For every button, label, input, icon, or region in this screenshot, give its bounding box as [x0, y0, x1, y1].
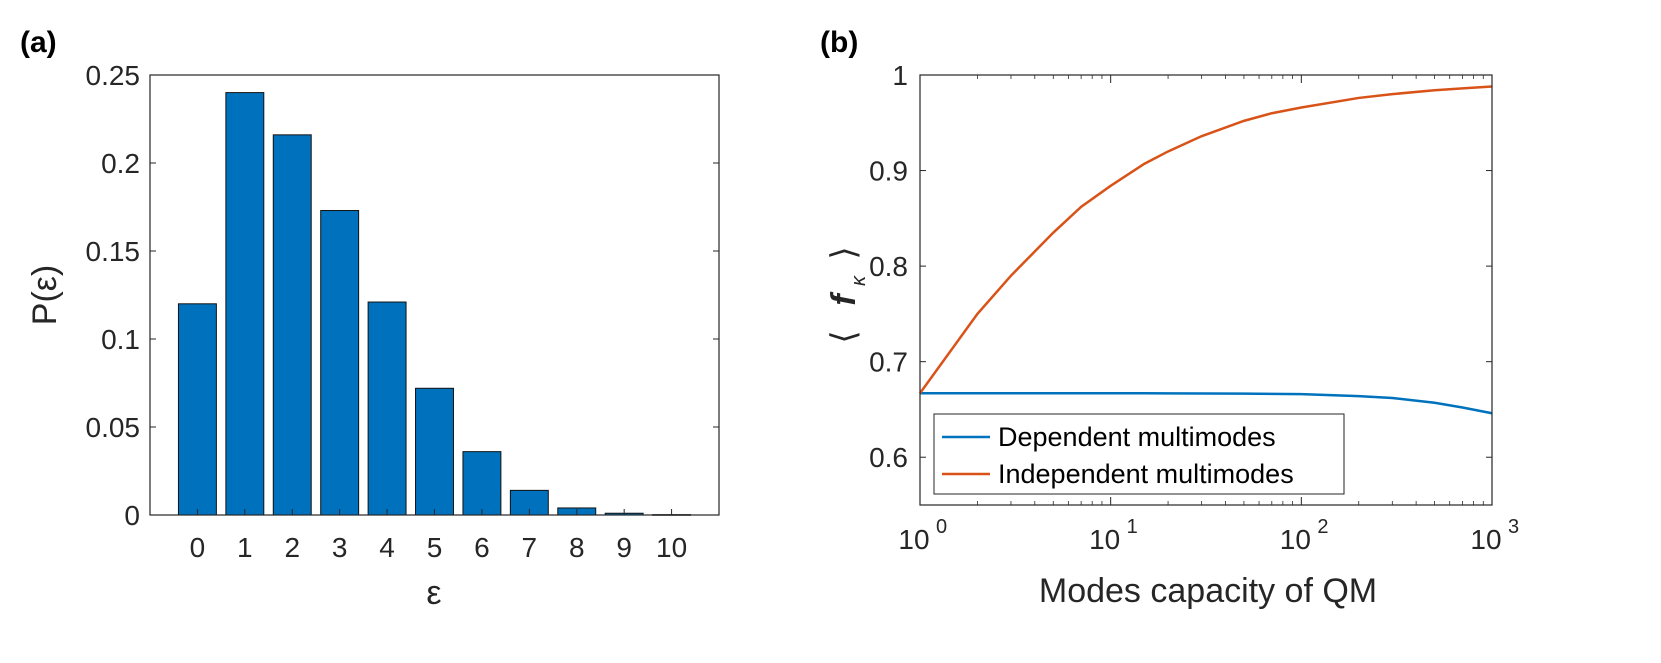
x-tick-label: 9 — [616, 532, 632, 563]
y-ticks-a: 0 0.05 0.1 0.15 0.2 0.25 — [86, 60, 719, 531]
legend-label-dependent: Dependent multimodes — [998, 422, 1276, 452]
line-chart-panel: (b) 0.6 0.7 0.8 0.9 1 10 0 10 1 10 2 10 3 Modes cap… — [820, 26, 1519, 610]
x-tick-label: 10 — [898, 524, 929, 555]
y-ticks-b: 0.6 0.7 0.8 0.9 1 — [869, 60, 1492, 473]
legend-label-independent: Independent multimodes — [998, 459, 1294, 489]
y-axis-label-a: P(ε) — [26, 265, 64, 325]
axes-box-b — [919, 74, 1493, 506]
y-label-open-bracket: ⟨ — [825, 330, 863, 343]
x-tick-label: 5 — [427, 532, 443, 563]
y-label-close-bracket: ⟩ — [825, 246, 863, 259]
x-tick-label: 2 — [284, 532, 300, 563]
bar-series — [177, 92, 692, 516]
legend-box — [933, 413, 1345, 495]
x-tick-label: 6 — [474, 532, 490, 563]
x-tick-label: 0 — [190, 532, 206, 563]
y-tick-label: 0.15 — [86, 236, 141, 267]
bar-3 — [320, 210, 360, 516]
line-dependent-multimodes — [920, 391, 1493, 415]
legend: Dependent multimodes Independent multimo… — [933, 413, 1345, 495]
x-tick-exponent: 0 — [936, 516, 947, 538]
x-tick-exponent: 2 — [1317, 516, 1328, 538]
x-tick-label: 8 — [569, 532, 585, 563]
x-tick-label: 7 — [522, 532, 538, 563]
y-tick-label: 0.7 — [869, 347, 908, 378]
bar-0 — [177, 303, 217, 516]
y-tick-label: 0.05 — [86, 412, 141, 443]
y-label-f: f — [825, 291, 863, 306]
y-tick-label: 0.2 — [101, 148, 140, 179]
y-tick-label: 0.25 — [86, 60, 141, 91]
x-tick-label: 10 — [656, 532, 687, 563]
x-tick-exponent: 3 — [1508, 516, 1519, 538]
x-axis-label-a: ε — [426, 574, 441, 612]
x-tick-label: 4 — [379, 532, 395, 563]
line-series — [918, 85, 1493, 415]
bar-6 — [462, 451, 502, 516]
x-tick-label: 1 — [237, 532, 253, 563]
y-tick-label: 0 — [124, 500, 140, 531]
x-tick-label: 10 — [1280, 524, 1311, 555]
y-label-subscript: κ — [848, 275, 870, 286]
y-tick-label: 0.8 — [869, 251, 908, 282]
bar-chart-panel: (a) 00.050.10.150.20.25 0 1 2 3 4 5 6 7 8 9 10 ε P… — [20, 26, 720, 612]
x-tick-label: 3 — [332, 532, 348, 563]
bar-1 — [225, 92, 265, 516]
y-tick-label: 0.9 — [869, 156, 908, 187]
bar-4 — [367, 301, 407, 516]
x-tick-label: 10 — [1470, 524, 1501, 555]
panel-label-a: (a) — [20, 26, 57, 59]
x-tick-label: 10 — [1089, 524, 1120, 555]
x-ticks-a: 0 1 2 3 4 5 6 7 8 9 10 — [190, 509, 687, 563]
x-axis-label-b: Modes capacity of QM — [1039, 572, 1377, 610]
y-tick-label: 0.1 — [101, 324, 140, 355]
line-independent-multimodes — [918, 85, 1493, 394]
x-ticks-b: 10 0 10 1 10 2 10 3 — [898, 75, 1519, 555]
y-tick-label: 0.6 — [869, 442, 908, 473]
panel-label-b: (b) — [820, 26, 858, 59]
bar-2 — [272, 134, 312, 516]
y-tick-label: 1 — [892, 60, 908, 91]
y-axis-label-b: ⟨ f κ ⟩ — [825, 246, 870, 343]
x-tick-exponent: 1 — [1127, 516, 1138, 538]
bar-5 — [415, 387, 454, 516]
